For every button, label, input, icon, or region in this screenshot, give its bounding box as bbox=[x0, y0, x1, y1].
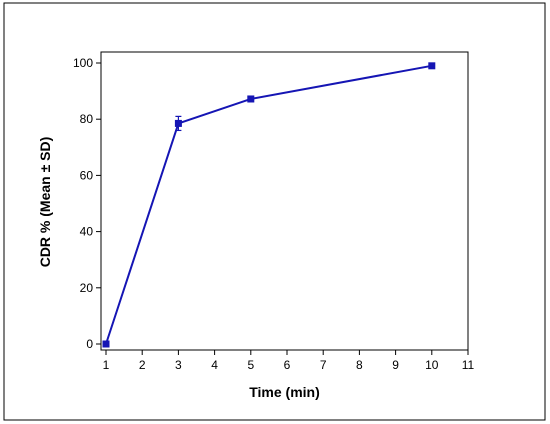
x-axis-title: Time (min) bbox=[249, 384, 320, 400]
y-tick-label: 80 bbox=[80, 112, 94, 126]
series-line bbox=[105, 64, 432, 345]
y-tick-label: 20 bbox=[80, 281, 94, 295]
x-tick-label: 3 bbox=[175, 358, 182, 372]
x-tick-label: 10 bbox=[425, 358, 439, 372]
x-tick-label: 4 bbox=[211, 358, 218, 372]
x-tick-label: 1 bbox=[103, 358, 110, 372]
x-tick-label: 9 bbox=[392, 358, 399, 372]
x-tick-label: 7 bbox=[320, 358, 327, 372]
x-tick-label: 8 bbox=[356, 358, 363, 372]
y-tick-label: 60 bbox=[80, 168, 94, 182]
x-tick-label: 2 bbox=[139, 358, 146, 372]
y-axis-title: CDR % (Mean ± SD) bbox=[37, 137, 53, 268]
data-point bbox=[102, 340, 110, 348]
data-point bbox=[247, 95, 255, 103]
y-tick-label: 40 bbox=[80, 225, 94, 239]
plot-area-frame bbox=[100, 51, 469, 351]
y-tick-label: 0 bbox=[86, 337, 93, 351]
x-tick-label: 5 bbox=[247, 358, 254, 372]
data-point bbox=[428, 62, 436, 70]
x-tick-label: 11 bbox=[462, 358, 475, 372]
data-marks bbox=[102, 62, 436, 348]
data-point bbox=[174, 119, 182, 127]
y-tick-label: 100 bbox=[73, 56, 93, 70]
axis-ticks: 1 2 3 4 5 6 7 8 9 10 11 0 20 40 60 80 100 bbox=[73, 56, 475, 372]
x-tick-label: 6 bbox=[284, 358, 291, 372]
